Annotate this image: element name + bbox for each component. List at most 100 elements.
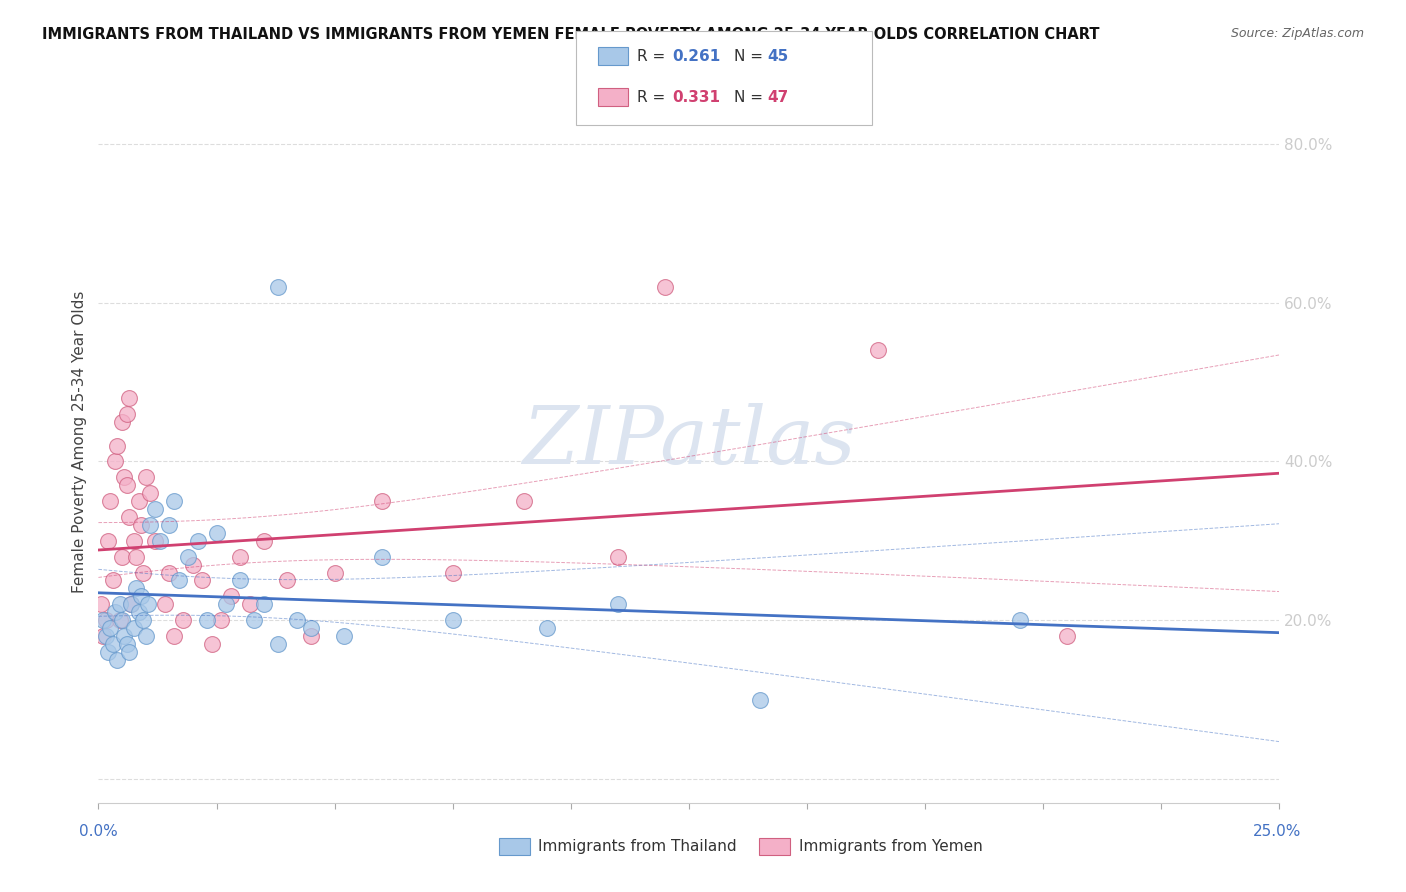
Point bbox=[111, 415, 134, 429]
Point bbox=[97, 645, 120, 659]
Point bbox=[143, 502, 166, 516]
Point bbox=[201, 637, 224, 651]
Point bbox=[181, 558, 204, 572]
Point bbox=[219, 590, 242, 604]
Text: 47: 47 bbox=[768, 90, 789, 104]
Point bbox=[253, 597, 276, 611]
Point bbox=[129, 590, 152, 604]
Point bbox=[536, 621, 558, 635]
Point bbox=[104, 605, 127, 619]
Point bbox=[97, 533, 120, 548]
Point bbox=[607, 597, 630, 611]
Point bbox=[122, 533, 145, 548]
Point bbox=[167, 574, 190, 588]
Point bbox=[132, 613, 155, 627]
Point bbox=[91, 613, 114, 627]
Point bbox=[105, 653, 128, 667]
Text: Source: ZipAtlas.com: Source: ZipAtlas.com bbox=[1230, 27, 1364, 40]
Point bbox=[253, 533, 276, 548]
Point bbox=[136, 597, 159, 611]
Point bbox=[125, 582, 148, 596]
Point bbox=[299, 629, 322, 643]
Point bbox=[91, 629, 114, 643]
Point bbox=[118, 510, 141, 524]
Point bbox=[143, 533, 166, 548]
Text: N =: N = bbox=[734, 90, 768, 104]
Point bbox=[1056, 629, 1078, 643]
Point bbox=[371, 494, 394, 508]
Point bbox=[98, 494, 121, 508]
Point bbox=[243, 613, 266, 627]
Point bbox=[149, 533, 172, 548]
Text: IMMIGRANTS FROM THAILAND VS IMMIGRANTS FROM YEMEN FEMALE POVERTY AMONG 25-34 YEA: IMMIGRANTS FROM THAILAND VS IMMIGRANTS F… bbox=[42, 27, 1099, 42]
Point bbox=[1008, 613, 1031, 627]
Point bbox=[299, 621, 322, 635]
Point bbox=[128, 494, 150, 508]
Point bbox=[333, 629, 356, 643]
Text: 45: 45 bbox=[768, 49, 789, 63]
Point bbox=[132, 566, 155, 580]
Text: 0.331: 0.331 bbox=[672, 90, 720, 104]
Point bbox=[163, 629, 186, 643]
Point bbox=[153, 597, 176, 611]
Point bbox=[111, 549, 134, 564]
Point bbox=[177, 549, 200, 564]
Point bbox=[285, 613, 308, 627]
Point bbox=[121, 597, 143, 611]
Point bbox=[112, 470, 135, 484]
Point bbox=[748, 692, 770, 706]
Point bbox=[118, 391, 141, 405]
Point bbox=[111, 613, 134, 627]
Point bbox=[866, 343, 889, 358]
Point bbox=[112, 629, 135, 643]
Point bbox=[94, 629, 117, 643]
Point bbox=[163, 494, 186, 508]
Point bbox=[441, 566, 464, 580]
Point bbox=[157, 566, 180, 580]
Point bbox=[209, 613, 232, 627]
Y-axis label: Female Poverty Among 25-34 Year Olds: Female Poverty Among 25-34 Year Olds bbox=[72, 291, 87, 592]
Point bbox=[98, 621, 121, 635]
Point bbox=[229, 549, 252, 564]
Point bbox=[187, 533, 209, 548]
Point bbox=[115, 637, 138, 651]
Point bbox=[121, 597, 143, 611]
Point bbox=[101, 574, 124, 588]
Point bbox=[101, 637, 124, 651]
Point bbox=[441, 613, 464, 627]
Point bbox=[125, 549, 148, 564]
Point bbox=[172, 613, 194, 627]
Point bbox=[118, 645, 141, 659]
Point bbox=[115, 478, 138, 492]
Point bbox=[654, 279, 676, 293]
Point bbox=[108, 613, 131, 627]
Text: Immigrants from Thailand: Immigrants from Thailand bbox=[538, 839, 737, 854]
Point bbox=[128, 605, 150, 619]
Point bbox=[115, 407, 138, 421]
Point bbox=[267, 637, 290, 651]
Text: Immigrants from Yemen: Immigrants from Yemen bbox=[799, 839, 983, 854]
Point bbox=[205, 525, 228, 540]
Point bbox=[129, 517, 152, 532]
Point bbox=[135, 629, 157, 643]
Point bbox=[157, 517, 180, 532]
Point bbox=[191, 574, 214, 588]
Text: 0.0%: 0.0% bbox=[79, 824, 118, 838]
Point bbox=[139, 517, 162, 532]
Point bbox=[215, 597, 238, 611]
Point bbox=[135, 470, 157, 484]
Point bbox=[229, 574, 252, 588]
Point bbox=[94, 613, 117, 627]
Point bbox=[267, 279, 290, 293]
Point bbox=[195, 613, 218, 627]
Text: R =: R = bbox=[637, 49, 671, 63]
Text: N =: N = bbox=[734, 49, 768, 63]
Text: ZIPatlas: ZIPatlas bbox=[522, 403, 856, 480]
Point bbox=[323, 566, 346, 580]
Point bbox=[104, 454, 127, 468]
Text: 0.261: 0.261 bbox=[672, 49, 720, 63]
Point bbox=[239, 597, 262, 611]
Point bbox=[108, 597, 131, 611]
Point bbox=[607, 549, 630, 564]
Point bbox=[371, 549, 394, 564]
